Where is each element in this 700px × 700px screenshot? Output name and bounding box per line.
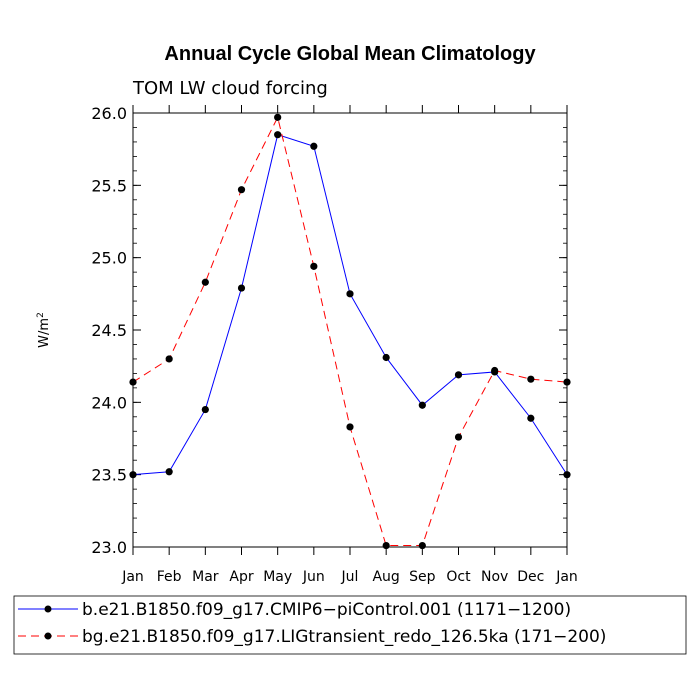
- data-point: [563, 378, 571, 386]
- data-point: [237, 284, 246, 292]
- y-tick-label: 25.5: [91, 176, 127, 195]
- data-point: [454, 433, 463, 441]
- x-tick-label: Nov: [481, 569, 508, 585]
- x-tick-label: Dec: [517, 569, 544, 585]
- y-tick-label: 24.5: [91, 321, 127, 340]
- y-tick-label: 26.0: [91, 104, 127, 123]
- data-point: [491, 366, 499, 375]
- data-point: [382, 353, 390, 362]
- legend-label: b.e21.B1850.f09_g17.CMIP6−piControl.001 …: [82, 600, 571, 620]
- x-tick-label: Aug: [372, 569, 399, 585]
- x-tick-label: Mar: [192, 569, 219, 585]
- data-point: [346, 290, 354, 298]
- data-point: [237, 186, 246, 194]
- data-point: [418, 541, 426, 550]
- data-point: [129, 378, 137, 386]
- x-tick-label: Feb: [157, 569, 182, 585]
- data-point: [310, 262, 318, 270]
- chart-title: Annual Cycle Global Mean Climatology: [164, 43, 536, 65]
- data-point: [129, 471, 137, 479]
- y-axis-label: W/m2: [36, 312, 52, 348]
- data-point: [201, 278, 209, 286]
- data-point: [346, 423, 354, 431]
- data-point: [201, 405, 209, 414]
- chart-subtitle: TOM LW cloud forcing: [132, 78, 328, 99]
- data-point: [165, 355, 173, 363]
- data-point: [165, 468, 173, 476]
- x-tick-label: Oct: [446, 569, 471, 585]
- series-line: [132, 115, 568, 547]
- data-point: [382, 541, 390, 550]
- data-point: [527, 414, 535, 422]
- legend-swatch-marker: [44, 632, 52, 640]
- x-tick-label: May: [263, 569, 292, 585]
- y-tick-label: 23.5: [91, 466, 127, 485]
- data-point: [454, 371, 463, 379]
- data-point: [563, 471, 571, 479]
- legend-box: [13, 595, 687, 655]
- data-point: [274, 113, 282, 121]
- x-tick-label: Jan: [555, 569, 578, 585]
- y-tick-label: 23.0: [91, 538, 127, 557]
- x-tick-label: Sep: [409, 569, 436, 585]
- x-tick-label: Jul: [341, 569, 359, 585]
- data-point: [527, 375, 535, 383]
- data-point: [310, 142, 318, 150]
- x-tick-label: Jan: [121, 569, 144, 585]
- x-tick-label: Apr: [229, 569, 253, 585]
- y-tick-label: 24.0: [91, 393, 127, 412]
- data-point: [418, 401, 426, 409]
- x-tick-label: Jun: [302, 569, 325, 585]
- y-tick-label: 25.0: [91, 249, 127, 268]
- legend-swatch-marker: [44, 605, 52, 613]
- data-point: [274, 131, 282, 139]
- legend-label: bg.e21.B1850.f09_g17.LIGtransient_redo_1…: [82, 627, 606, 647]
- plot-area: [132, 112, 568, 548]
- legend: b.e21.B1850.f09_g17.CMIP6−piControl.001 …: [13, 595, 687, 655]
